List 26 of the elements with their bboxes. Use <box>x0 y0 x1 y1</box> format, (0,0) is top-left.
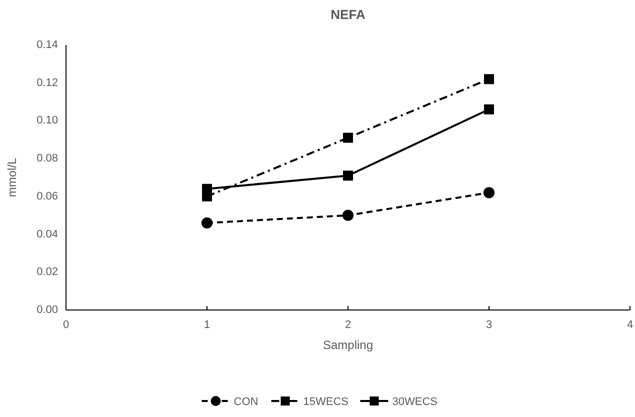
legend-label: 15WECS <box>303 396 348 408</box>
x-tick-label: 1 <box>204 319 210 331</box>
point <box>342 210 354 221</box>
point <box>201 217 213 228</box>
point <box>343 170 353 181</box>
y-tick-label: 0.08 <box>36 152 58 165</box>
x-tick-label: 3 <box>486 319 492 331</box>
y-tick-label: 0.02 <box>36 266 58 278</box>
y-tick-label: 0.04 <box>36 228 58 240</box>
y-tick-label: 0.10 <box>36 114 58 127</box>
x-tick-label: 4 <box>626 319 634 331</box>
y-tick-label: 0.00 <box>36 304 58 316</box>
x-tick-label: 2 <box>344 319 352 331</box>
y-axis-title: mmol/L <box>5 158 19 198</box>
y-tick-label: 0.06 <box>36 190 58 202</box>
x-tick-label: 0 <box>62 319 70 331</box>
point <box>484 104 494 114</box>
chart-title: NEFA <box>330 7 366 22</box>
point <box>343 132 353 143</box>
y-tick-label: 0.12 <box>36 76 58 89</box>
point <box>483 187 495 198</box>
legend-label: 30WECS <box>392 396 438 408</box>
point <box>484 74 494 84</box>
legend-label: CON <box>234 396 258 408</box>
x-axis-title: Sampling <box>322 338 374 352</box>
y-tick-label: 0.14 <box>36 39 58 51</box>
